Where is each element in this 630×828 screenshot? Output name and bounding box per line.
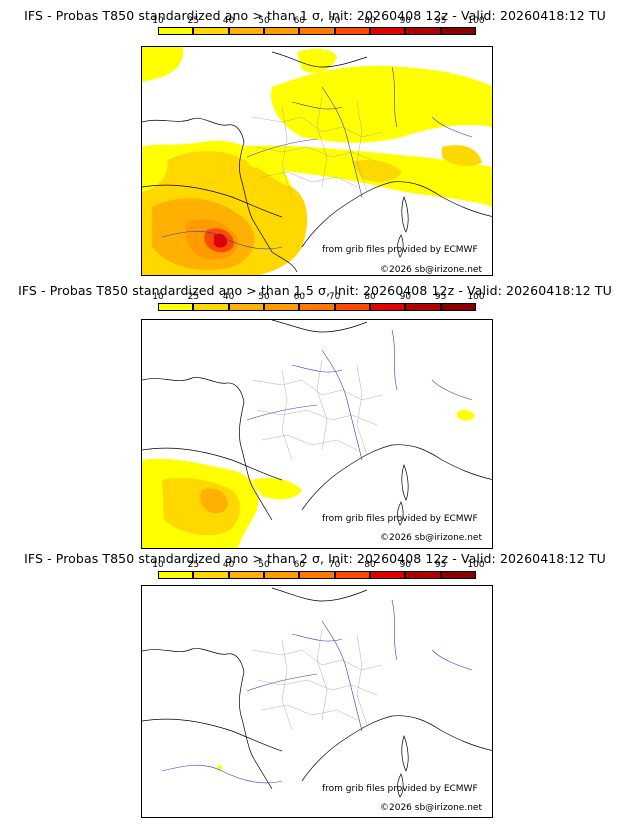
colorbar-swatch — [405, 303, 441, 311]
colorbar-tick-label: 70 — [328, 16, 341, 26]
panel-2sigma: IFS - Probas T850 standardized ano > tha… — [0, 551, 630, 828]
colorbar-swatch — [299, 27, 335, 35]
colorbar-swatch — [193, 303, 229, 311]
probability-map — [142, 587, 492, 798]
colorbar-tick-label: 100 — [467, 292, 485, 302]
colorbar-tick-label: 50 — [258, 16, 270, 26]
colorbar-tick-label: 100 — [467, 560, 485, 570]
colorbar-tick-label: 40 — [222, 16, 235, 26]
colorbar-swatch — [440, 27, 476, 35]
admin-borders — [251, 359, 383, 461]
colorbar-swatch — [264, 303, 300, 311]
panel-1sigma: IFS - Probas T850 standardized ano > tha… — [0, 0, 630, 276]
colorbar-swatch — [370, 303, 406, 311]
colorbar-tick-label: 40 — [222, 292, 235, 302]
colorbar-swatch — [299, 571, 335, 579]
colorbar-tick-label: 25 — [187, 292, 200, 302]
colorbar: 10 25 40 50 60 70 80 90 95 100 — [0, 552, 630, 582]
panel-title: IFS - Probas T850 standardized ano > tha… — [18, 283, 612, 298]
colorbar-tick-label: 25 — [187, 560, 200, 570]
colorbar-tick-label: 10 — [152, 560, 164, 570]
colorbar-swatch — [334, 303, 370, 311]
colorbar-swatch — [299, 303, 335, 311]
colorbar-swatch — [370, 571, 406, 579]
colorbar-swatch — [334, 571, 370, 579]
colorbar-tick-label: 60 — [293, 292, 306, 302]
rivers — [161, 66, 473, 250]
colorbar-swatch — [405, 571, 441, 579]
probability-shading — [142, 409, 475, 548]
colorbar-tick-label: 50 — [258, 560, 270, 570]
colorbar-swatch — [334, 27, 370, 35]
colorbar-tick-label: 10 — [152, 16, 164, 26]
colorbar-tick-label: 90 — [399, 560, 412, 570]
colorbar-tick-label: 70 — [328, 560, 341, 570]
admin-borders — [251, 629, 383, 731]
colorbar-swatch — [370, 27, 406, 35]
colorbar-swatch — [228, 27, 264, 35]
colorbar-tick-label: 95 — [434, 560, 447, 570]
colorbar-swatch — [264, 27, 300, 35]
map-frame: from grib files provided by ECMWF ©2026 … — [141, 319, 493, 549]
colorbar-swatch — [405, 27, 441, 35]
copyright-text: ©2026 sb@irizone.net — [380, 803, 482, 813]
colorbar-tick-label: 80 — [364, 16, 376, 26]
map-frame: from grib files provided by ECMWF ©2026 … — [141, 46, 493, 276]
coastlines — [142, 587, 492, 798]
colorbar-tick-label: 80 — [364, 560, 376, 570]
colorbar-tick-label: 100 — [467, 16, 485, 26]
rivers — [246, 329, 473, 461]
coastlines — [142, 51, 492, 273]
rivers — [161, 599, 473, 784]
panel-title: IFS - Probas T850 standardized ano > tha… — [24, 8, 606, 23]
data-source-credit: from grib files provided by ECMWF — [322, 514, 478, 524]
colorbar-tick-label: 60 — [293, 16, 306, 26]
colorbar-swatch — [158, 303, 194, 311]
colorbar-swatch — [193, 571, 229, 579]
panel-title: IFS - Probas T850 standardized ano > tha… — [24, 551, 606, 566]
colorbar-tick-label: 70 — [328, 292, 341, 302]
colorbar-swatch — [264, 571, 300, 579]
admin-borders — [251, 96, 383, 198]
copyright-text: ©2026 sb@irizone.net — [380, 265, 482, 275]
probability-map — [142, 320, 492, 548]
colorbar-tick-label: 50 — [258, 292, 270, 302]
panel-1-5sigma: IFS - Probas T850 standardized ano > tha… — [0, 276, 630, 552]
map-frame: from grib files provided by ECMWF ©2026 … — [141, 585, 493, 818]
colorbar-tick-label: 40 — [222, 560, 235, 570]
colorbar-swatch — [228, 571, 264, 579]
colorbar-swatch — [158, 571, 194, 579]
data-source-credit: from grib files provided by ECMWF — [322, 784, 478, 794]
colorbar-tick-label: 25 — [187, 16, 200, 26]
colorbar: 10 25 40 50 60 70 80 90 95 100 — [0, 0, 630, 35]
probability-shading — [142, 47, 492, 275]
colorbar-swatch — [158, 27, 194, 35]
colorbar-tick-label: 95 — [434, 16, 447, 26]
colorbar-tick-label: 10 — [152, 292, 164, 302]
colorbar-swatch — [440, 303, 476, 311]
colorbar-tick-label: 80 — [364, 292, 376, 302]
copyright-text: ©2026 sb@irizone.net — [380, 533, 482, 543]
colorbar-tick-label: 90 — [399, 16, 412, 26]
colorbar-tick-label: 60 — [293, 560, 306, 570]
probability-map — [142, 47, 492, 275]
colorbar-tick-label: 95 — [434, 292, 447, 302]
data-source-credit: from grib files provided by ECMWF — [322, 245, 478, 255]
coastlines — [142, 320, 492, 526]
colorbar: 10 25 40 50 60 70 80 90 95 100 — [0, 276, 630, 311]
colorbar-tick-label: 90 — [399, 292, 412, 302]
colorbar-swatch — [440, 571, 476, 579]
colorbar-swatch — [228, 303, 264, 311]
colorbar-swatch — [193, 27, 229, 35]
probability-shading — [217, 765, 223, 770]
